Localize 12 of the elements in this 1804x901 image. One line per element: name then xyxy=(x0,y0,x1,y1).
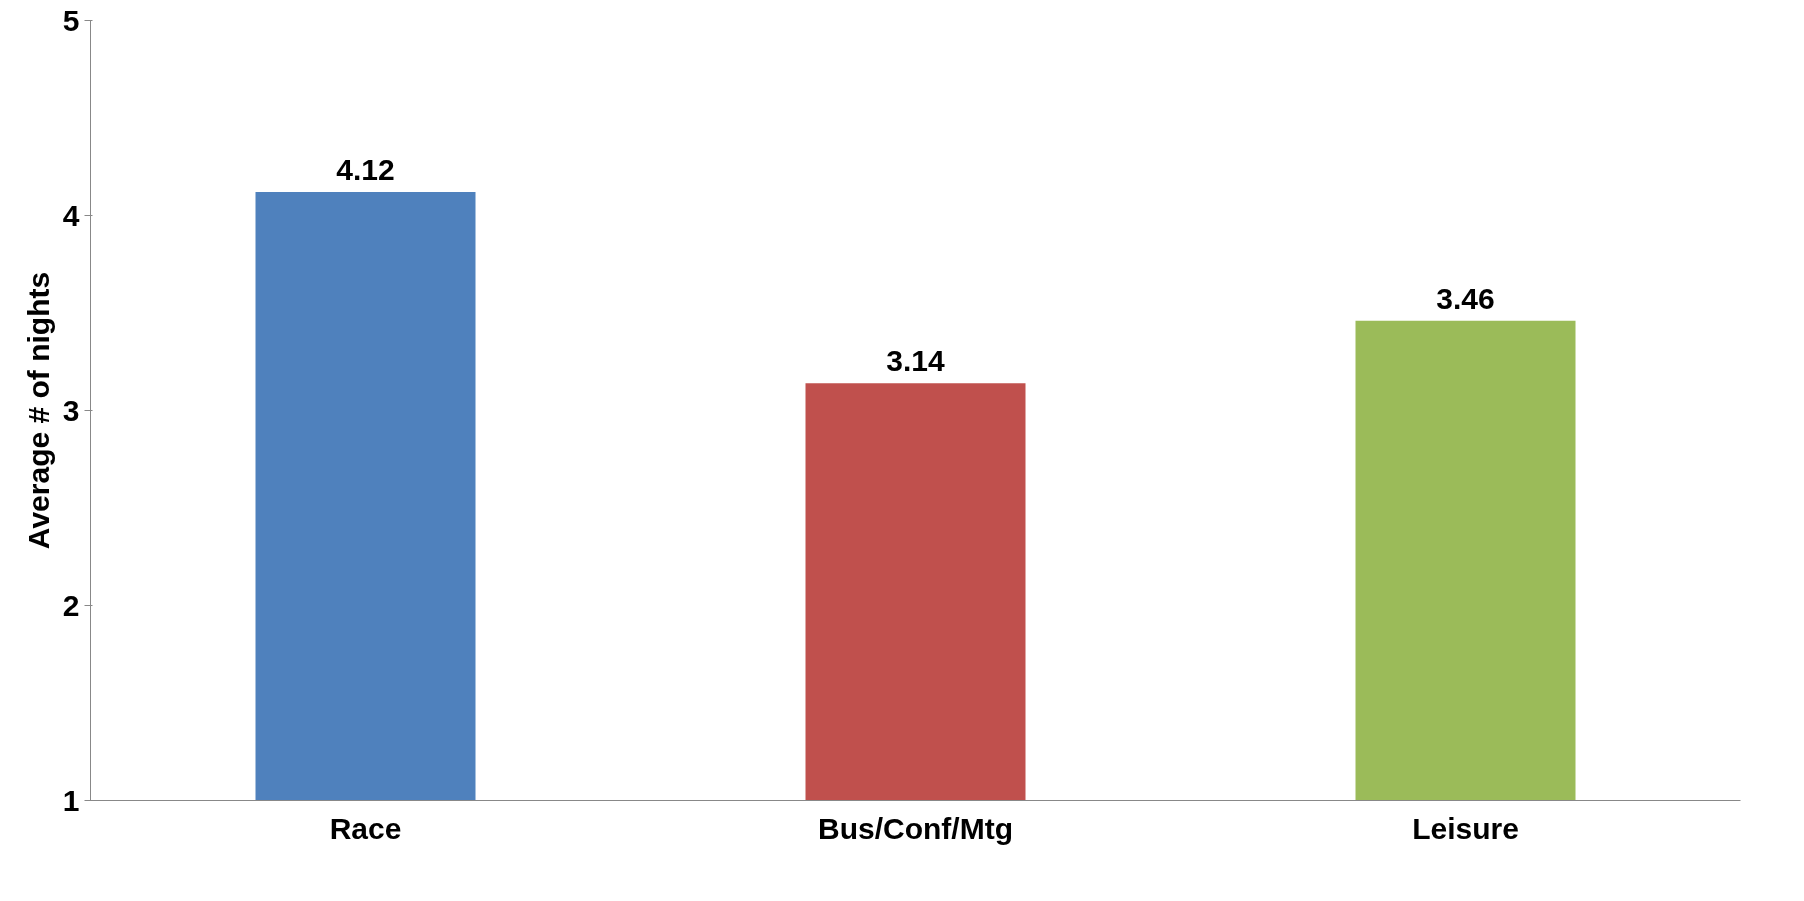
y-tick-label: 2 xyxy=(62,588,80,622)
y-tick-label: 5 xyxy=(62,3,80,37)
x-tick-label: Bus/Conf/Mtg xyxy=(818,811,1013,845)
y-tick-label: 1 xyxy=(62,783,80,817)
y-axis-title: Average # of nights xyxy=(21,271,55,550)
x-tick-label: Leisure xyxy=(1412,811,1519,845)
x-tick-label: Race xyxy=(329,811,402,845)
data-label: 3.14 xyxy=(886,344,946,378)
data-label: 4.12 xyxy=(336,153,395,187)
data-label: 3.46 xyxy=(1436,281,1495,315)
y-tick-label: 4 xyxy=(62,198,80,232)
y-tick-label: 3 xyxy=(62,393,80,427)
